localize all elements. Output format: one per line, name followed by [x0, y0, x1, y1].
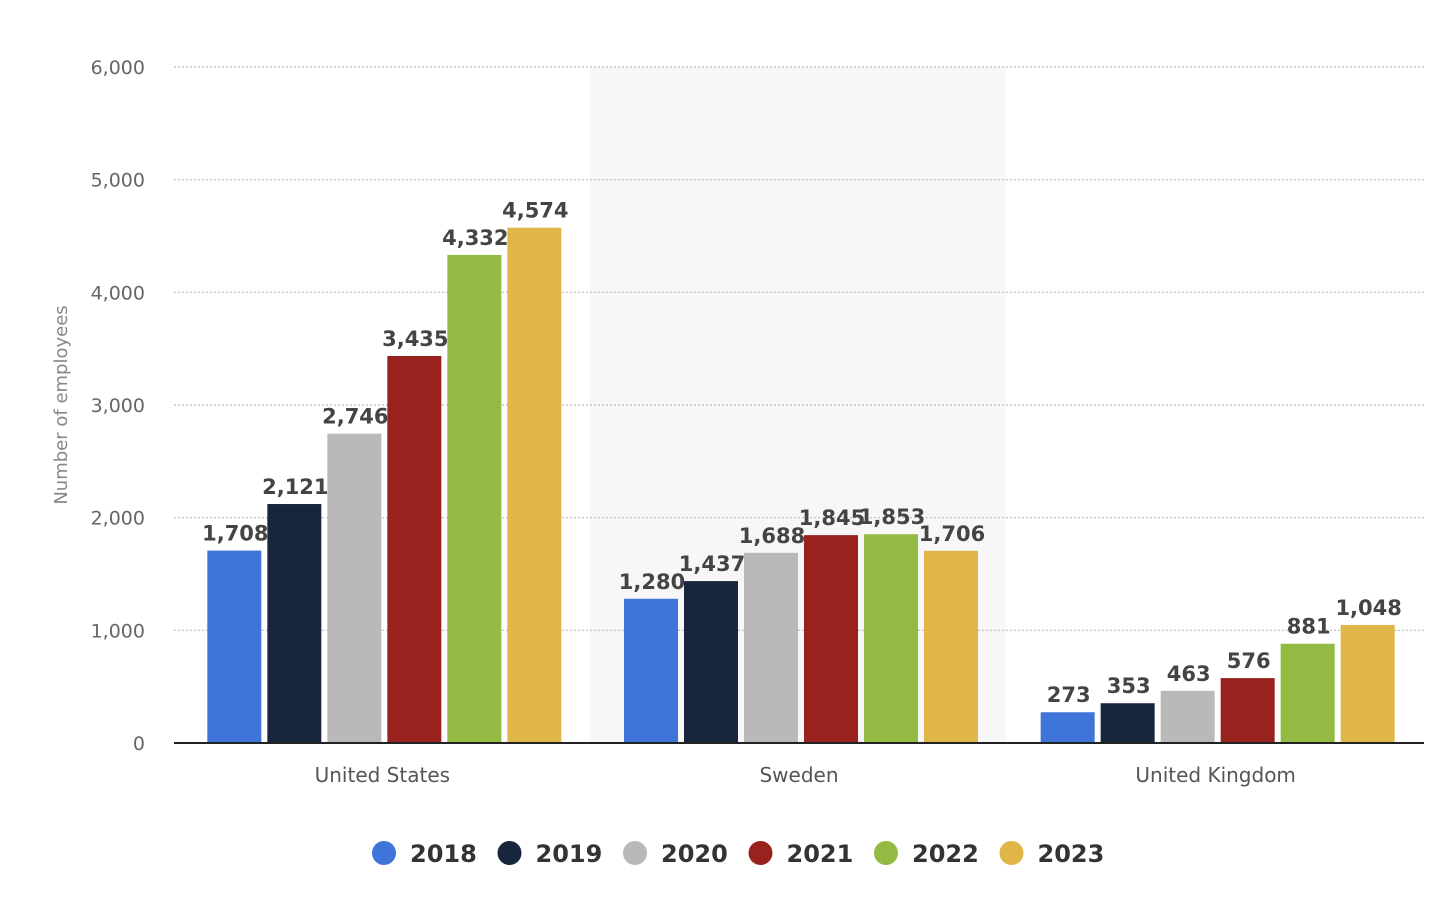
category-label-united-kingdom: United Kingdom [1135, 763, 1296, 787]
bar-united-states-2020 [327, 433, 382, 743]
x-axis-categories: United States Sweden United Kingdom [315, 763, 1296, 787]
legend-marker [623, 841, 647, 865]
y-tick-label: 0 [133, 733, 145, 755]
legend-label: 2021 [787, 840, 854, 868]
data-label-united-kingdom-2023: 1,048 [1335, 596, 1401, 620]
bar-united-states-2021 [387, 355, 442, 743]
data-label-united-states-2020: 2,746 [322, 405, 388, 429]
data-labels: 1,708 2,121 2,746 3,435 4,332 4,574 1,2801,437… [202, 199, 1402, 708]
legend-marker [874, 841, 898, 865]
data-label-united-states-2023: 4,574 [502, 199, 568, 223]
legend-label: 2020 [661, 840, 728, 868]
bar-sweden-2021 [804, 535, 858, 743]
legend-label: 2022 [912, 840, 979, 868]
legend: 2018 2019 2020 2021 2022 2023 [372, 840, 1104, 868]
bar-sweden-2022 [864, 534, 918, 743]
legend-label: 2023 [1038, 840, 1105, 868]
data-label-sweden-2018: 1,280 [619, 570, 685, 594]
bar-sweden-2023 [924, 550, 978, 743]
data-label-sweden-2019: 1,437 [679, 552, 745, 576]
data-label-united-states-2019: 2,121 [262, 475, 328, 499]
bar-sweden-2020 [744, 552, 798, 743]
bar-united-kingdom-2019 [1100, 703, 1155, 743]
y-tick-label: 3,000 [91, 395, 145, 417]
legend-item-2022[interactable]: 2022 [874, 840, 979, 868]
bar-united-kingdom-2023 [1340, 624, 1395, 743]
data-label-sweden-2023: 1,706 [919, 522, 985, 546]
data-label-sweden-2022: 1,853 [859, 505, 925, 529]
legend-item-2018[interactable]: 2018 [372, 840, 477, 868]
legend-item-2019[interactable]: 2019 [497, 840, 603, 868]
legend-item-2020[interactable]: 2020 [623, 840, 728, 868]
data-label-united-kingdom-2021: 576 [1227, 649, 1271, 673]
legend-marker [497, 841, 522, 865]
bar-united-states-2019 [267, 504, 322, 743]
gridlines [174, 66, 1424, 631]
data-label-united-kingdom-2019: 353 [1107, 674, 1151, 698]
legend-item-2023[interactable]: 2023 [999, 840, 1105, 868]
bar-united-kingdom-2018 [1040, 712, 1095, 743]
y-tick-label: 4,000 [91, 282, 145, 304]
bar-united-states-2023 [507, 227, 562, 744]
bar-united-states-2018 [207, 550, 262, 743]
category-label-sweden: Sweden [759, 763, 838, 787]
y-tick-label: 1,000 [91, 620, 145, 642]
data-label-united-states-2021: 3,435 [382, 327, 448, 351]
bars [207, 227, 1395, 744]
category-label-united-states: United States [315, 763, 450, 787]
y-axis-ticks: 0 1,000 2,000 3,000 4,000 5,000 6,000 [91, 57, 145, 755]
bar-sweden-2019 [684, 581, 738, 743]
data-label-sweden-2020: 1,688 [739, 524, 805, 548]
data-label-united-kingdom-2020: 463 [1167, 662, 1211, 686]
bar-united-kingdom-2021 [1220, 678, 1275, 743]
legend-marker [748, 841, 773, 865]
data-label-united-kingdom-2022: 881 [1287, 615, 1331, 639]
data-label-united-states-2022: 4,332 [442, 226, 508, 250]
legend-label: 2018 [410, 840, 477, 868]
bar-sweden-2018 [624, 598, 678, 743]
y-tick-label: 5,000 [91, 170, 145, 192]
bar-united-kingdom-2020 [1160, 690, 1215, 743]
data-label-united-kingdom-2018: 273 [1047, 683, 1091, 707]
bar-united-kingdom-2022 [1280, 643, 1335, 743]
legend-label: 2019 [536, 840, 603, 868]
legend-marker [999, 841, 1024, 865]
legend-item-2021[interactable]: 2021 [748, 840, 854, 868]
y-tick-label: 6,000 [91, 57, 145, 79]
bar-united-states-2022 [447, 254, 502, 744]
legend-marker [372, 841, 396, 865]
data-label-sweden-2021: 1,845 [799, 506, 865, 530]
y-tick-label: 2,000 [91, 508, 145, 530]
data-label-united-states-2018: 1,708 [202, 522, 268, 546]
y-axis-title: Number of employees [51, 305, 72, 504]
